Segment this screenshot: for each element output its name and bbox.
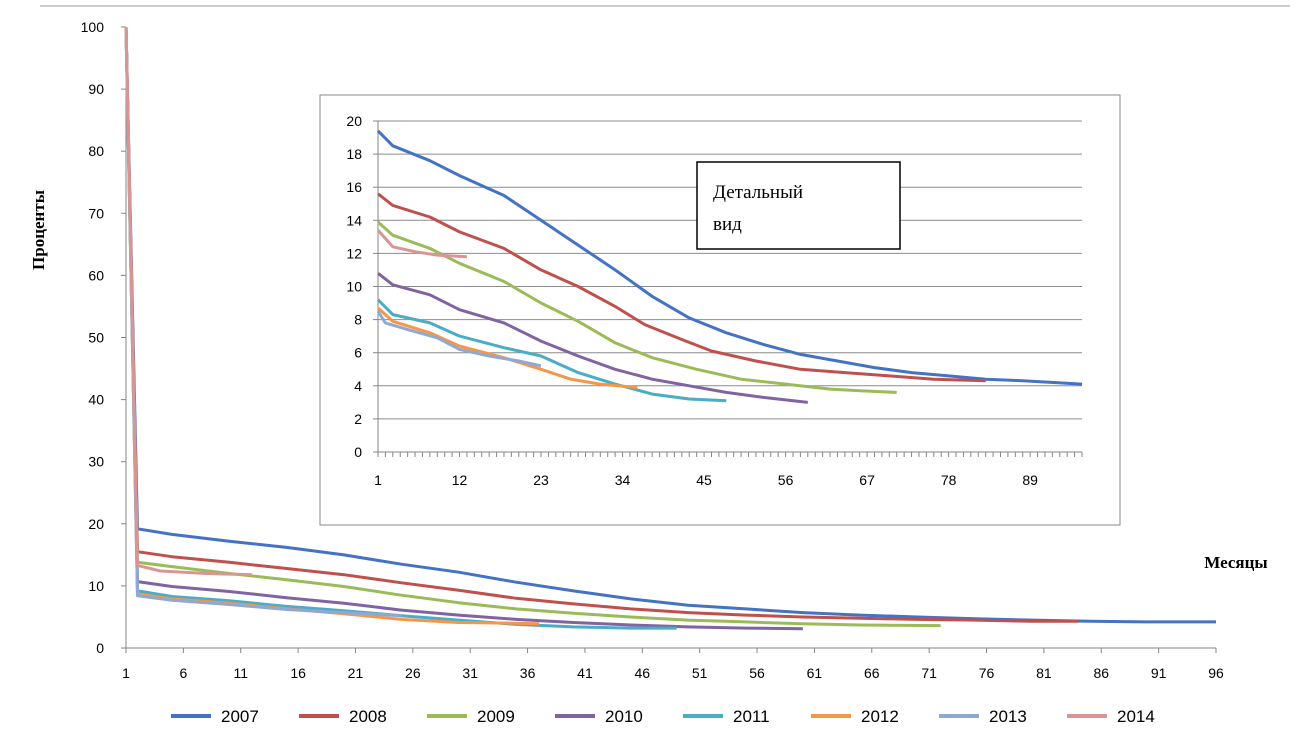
- inset-y-tick-label: 4: [354, 378, 362, 394]
- main-series-line-2014: [124, 26, 253, 577]
- inset-y-tick-label: 20: [346, 113, 362, 129]
- main-x-axis-title: Месяцы: [1204, 553, 1267, 572]
- legend-label-2014: 2014: [1117, 707, 1155, 726]
- main-y-tick-label: 50: [88, 330, 104, 346]
- inset-chart: 0 2 4 6 8 10 12 14 16 18 20 1 12 23 34 45 56 67 78 89 Деталь…: [319, 94, 1121, 526]
- main-series-line-2013: [124, 26, 402, 618]
- main-x-tick-label: 86: [1093, 665, 1109, 681]
- main-x-tick-label: 26: [405, 665, 421, 681]
- main-x-tick-label: 16: [290, 665, 306, 681]
- inset-x-tick-label: 1: [374, 472, 382, 488]
- legend-label-2008: 2008: [349, 707, 387, 726]
- main-y-tick-label: 80: [88, 143, 104, 159]
- main-x-tick-label: 76: [979, 665, 995, 681]
- inset-x-tick-label: 23: [533, 472, 549, 488]
- main-y-tick-label: 20: [88, 516, 104, 532]
- legend-label-2011: 2011: [733, 707, 770, 726]
- inset-x-tick-label: 56: [778, 472, 794, 488]
- main-x-tick-label: 6: [179, 665, 187, 681]
- main-series-line-2010: [124, 26, 803, 631]
- main-x-tick-label: 66: [864, 665, 880, 681]
- main-x-tick-label: 36: [520, 665, 536, 681]
- main-x-tick-label: 46: [635, 665, 651, 681]
- main-y-tick-label: 90: [88, 81, 104, 97]
- inset-x-tick-label: 45: [696, 472, 712, 488]
- inset-x-tick-label: 34: [615, 472, 631, 488]
- main-y-axis-title: Проценты: [29, 190, 48, 270]
- main-y-tick-label: 70: [88, 205, 104, 221]
- main-y-tick-label: 30: [88, 454, 104, 470]
- main-x-tick-label: 96: [1208, 665, 1224, 681]
- main-x-tick-label: 21: [348, 665, 364, 681]
- main-x-tick-label: 56: [749, 665, 765, 681]
- main-x-tick-label: 1: [122, 665, 130, 681]
- main-y-tick-label: 100: [81, 19, 105, 35]
- inset-y-tick-label: 0: [354, 444, 362, 460]
- main-x-tick-label: 51: [692, 665, 708, 681]
- main-x-tick-label: 81: [1036, 665, 1052, 681]
- inset-frame: [319, 94, 1121, 526]
- inset-y-tick-label: 12: [346, 245, 362, 261]
- main-x-tick-label: 91: [1151, 665, 1167, 681]
- legend-label-2013: 2013: [989, 707, 1027, 726]
- main-x-tick-label: 71: [921, 665, 937, 681]
- inset-y-tick-label: 2: [354, 411, 362, 427]
- inset-y-tick-label: 16: [346, 179, 362, 195]
- inset-y-tick-label: 18: [346, 146, 362, 162]
- annotation-box: [696, 161, 901, 250]
- inset-x-tick-label: 12: [452, 472, 468, 488]
- inset-series-line-2008: [377, 192, 986, 383]
- main-y-tick-label: 0: [96, 640, 104, 656]
- legend-label-2012: 2012: [861, 707, 899, 726]
- inset-series-line-2014: [376, 229, 467, 259]
- legend-label-2010: 2010: [605, 707, 643, 726]
- main-x-tick-label: 31: [462, 665, 478, 681]
- inset-y-tick-label: 14: [346, 212, 362, 228]
- inset-x-tick-label: 78: [941, 472, 957, 488]
- inset-x-tick-label: 67: [859, 472, 875, 488]
- inset-series-line-2011: [376, 298, 727, 403]
- main-series-line-2009: [124, 26, 941, 628]
- main-y-tick-label: 40: [88, 392, 104, 408]
- main-y-tick-label: 60: [88, 267, 104, 283]
- main-x-tick-label: 41: [577, 665, 593, 681]
- annotation-text-line-2: вид: [713, 214, 742, 235]
- annotation-text-line-1: Детальный: [713, 182, 803, 203]
- legend-label-2009: 2009: [477, 707, 515, 726]
- inset-series-line-2010: [377, 272, 808, 404]
- main-x-tick-label: 61: [807, 665, 823, 681]
- inset-y-tick-label: 10: [346, 279, 362, 295]
- inset-y-tick-label: 8: [354, 312, 362, 328]
- inset-x-tick-label: 89: [1022, 472, 1038, 488]
- legend: 2007 2008 2009 2010 2011 2012 2013 2014: [171, 707, 1155, 726]
- main-x-tick-label: 11: [233, 665, 248, 681]
- main-y-tick-label: 10: [88, 578, 104, 594]
- inset-series-line-2007: [376, 129, 1083, 386]
- inset-series-line-2009: [377, 220, 897, 394]
- inset-y-tick-label: 6: [354, 345, 362, 361]
- legend-label-2007: 2007: [221, 707, 259, 726]
- main-series-line-2008: [124, 26, 1079, 623]
- inset-series-line-2013: [376, 310, 542, 368]
